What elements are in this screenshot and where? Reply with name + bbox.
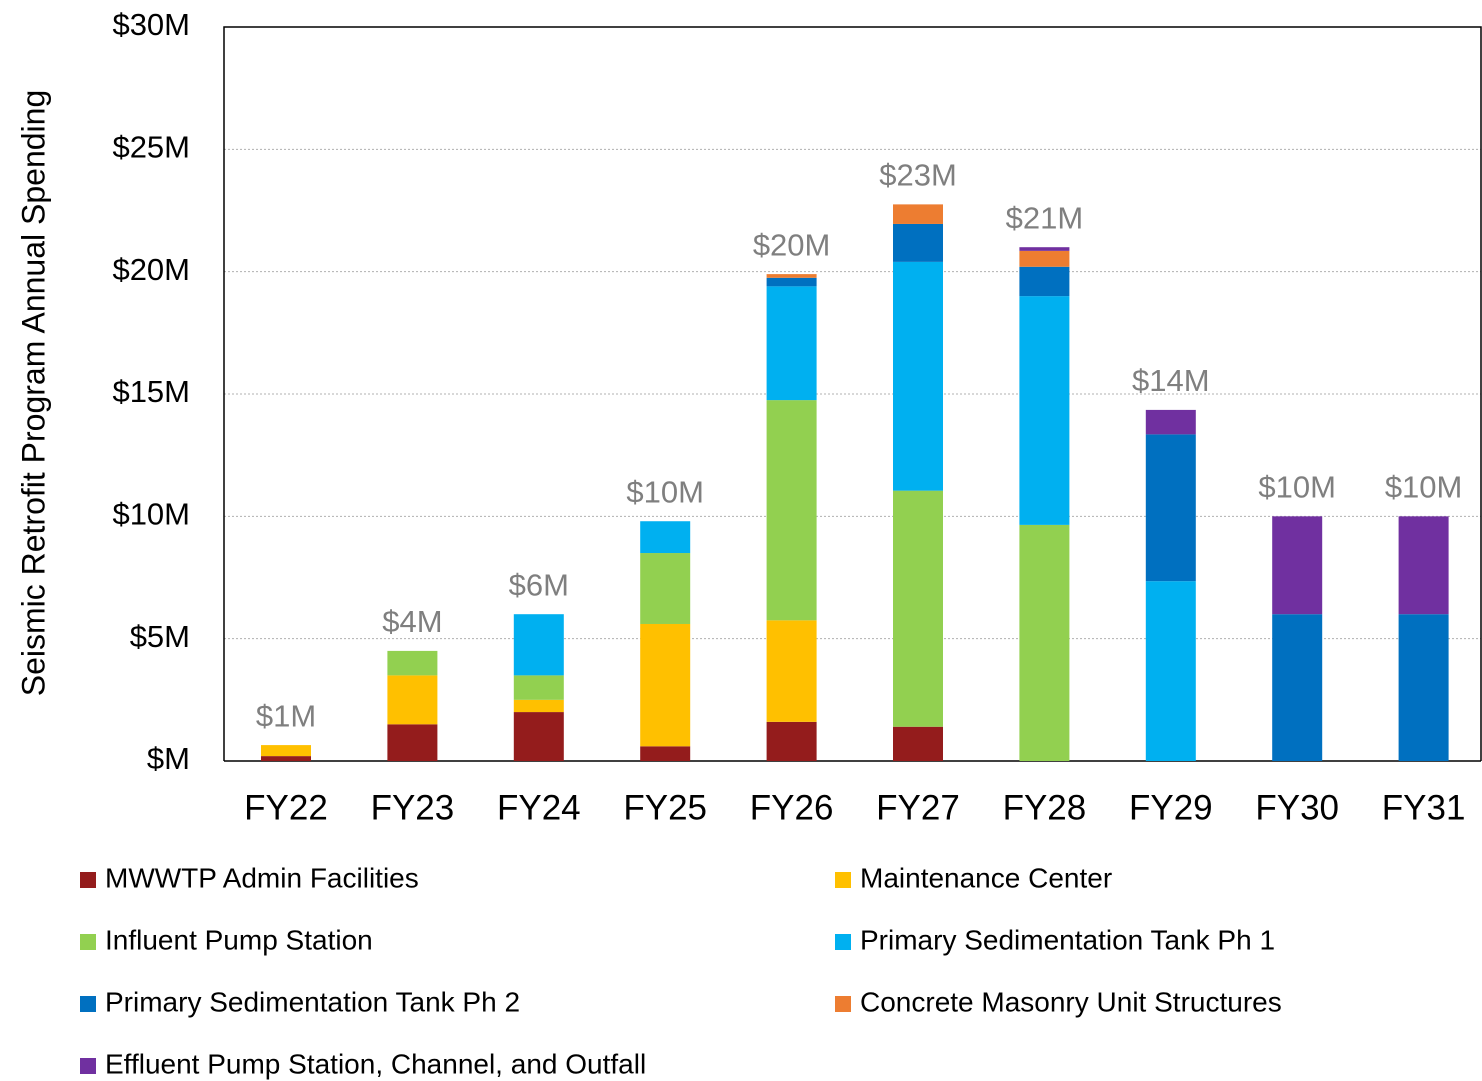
- x-tick-label: FY26: [750, 788, 834, 827]
- y-axis-label: Seismic Retrofit Program Annual Spending: [15, 90, 51, 697]
- bar-segment: [387, 650, 438, 676]
- legend-label: Primary Sedimentation Tank Ph 2: [105, 986, 520, 1017]
- bar-segment: [766, 620, 817, 722]
- legend-label: Primary Sedimentation Tank Ph 1: [860, 924, 1275, 955]
- legend-label: MWWTP Admin Facilities: [105, 862, 419, 893]
- bar-segment: [1398, 614, 1449, 761]
- bar-segment: [261, 756, 311, 761]
- y-tick-label: $30M: [112, 7, 190, 42]
- total-label: $1M: [256, 698, 316, 733]
- bar-segment: [513, 675, 564, 700]
- bar-segment: [1145, 581, 1196, 761]
- bar-segment: [387, 675, 438, 725]
- bar-segment: [766, 274, 817, 278]
- bar-segment: [1019, 250, 1070, 267]
- bar-segment: [640, 623, 691, 747]
- x-tick-label: FY23: [371, 788, 455, 827]
- legend-swatch: [80, 872, 96, 888]
- x-tick-label: FY30: [1255, 788, 1339, 827]
- bar-segment: [766, 721, 817, 761]
- y-tick-label: $25M: [112, 130, 190, 165]
- bar-segment: [893, 490, 943, 727]
- legend-label: Concrete Masonry Unit Structures: [860, 986, 1282, 1017]
- bar-segment: [1272, 614, 1323, 761]
- legend-swatch: [835, 996, 851, 1012]
- y-tick-label: $20M: [112, 252, 190, 287]
- bar-segment: [513, 699, 564, 713]
- plot-frame: [223, 26, 1482, 761]
- x-tick-label: FY29: [1129, 788, 1213, 827]
- total-label: $6M: [509, 567, 569, 602]
- y-tick-label: $10M: [112, 497, 190, 532]
- legend-swatch: [835, 934, 851, 950]
- x-tick-label: FY31: [1382, 788, 1466, 827]
- bar-segment: [766, 286, 817, 401]
- bar-segment: [1272, 516, 1323, 615]
- bar-segment: [513, 614, 564, 676]
- bar-segment: [1019, 524, 1070, 761]
- total-label: $23M: [879, 158, 957, 193]
- legend-label: Maintenance Center: [860, 862, 1112, 893]
- bar-segment: [893, 223, 943, 262]
- x-tick-label: FY22: [244, 788, 328, 827]
- y-tick-label: $15M: [112, 374, 190, 409]
- total-label: $10M: [1258, 470, 1336, 505]
- bar-segment: [893, 204, 943, 224]
- bar-segment: [1145, 434, 1196, 582]
- bar-segment: [1145, 409, 1196, 435]
- bar-segment: [1398, 516, 1449, 615]
- legend-label: Effluent Pump Station, Channel, and Outf…: [105, 1048, 646, 1079]
- x-tick-label: FY28: [1003, 788, 1087, 827]
- bar-segment: [261, 745, 311, 757]
- legend-swatch: [835, 872, 851, 888]
- bar-segment: [893, 726, 943, 761]
- bar-segment: [1019, 296, 1070, 525]
- total-label: $14M: [1132, 363, 1210, 398]
- bar-segment: [766, 277, 817, 287]
- total-label: $10M: [1385, 470, 1463, 505]
- bar-segment: [640, 521, 691, 554]
- bar-segment: [640, 746, 691, 761]
- bar-segment: [513, 712, 564, 761]
- total-label: $21M: [1006, 200, 1084, 235]
- bar-segment: [893, 261, 943, 491]
- legend-label: Influent Pump Station: [105, 924, 373, 955]
- bar-segment: [1019, 266, 1070, 297]
- bar-segment: [387, 724, 438, 761]
- legend-swatch: [80, 934, 96, 950]
- x-tick-label: FY27: [876, 788, 960, 827]
- bar-segment: [766, 400, 817, 621]
- x-tick-label: FY25: [623, 788, 707, 827]
- legend-swatch: [80, 996, 96, 1012]
- total-label: $4M: [382, 604, 442, 639]
- total-label: $10M: [626, 474, 704, 509]
- y-tick-label: $5M: [130, 619, 190, 654]
- bar-segment: [640, 553, 691, 624]
- x-tick-label: FY24: [497, 788, 581, 827]
- legend-swatch: [80, 1058, 96, 1074]
- total-label: $20M: [753, 227, 831, 262]
- bar-segment: [1019, 247, 1070, 251]
- y-tick-label: $M: [147, 741, 190, 776]
